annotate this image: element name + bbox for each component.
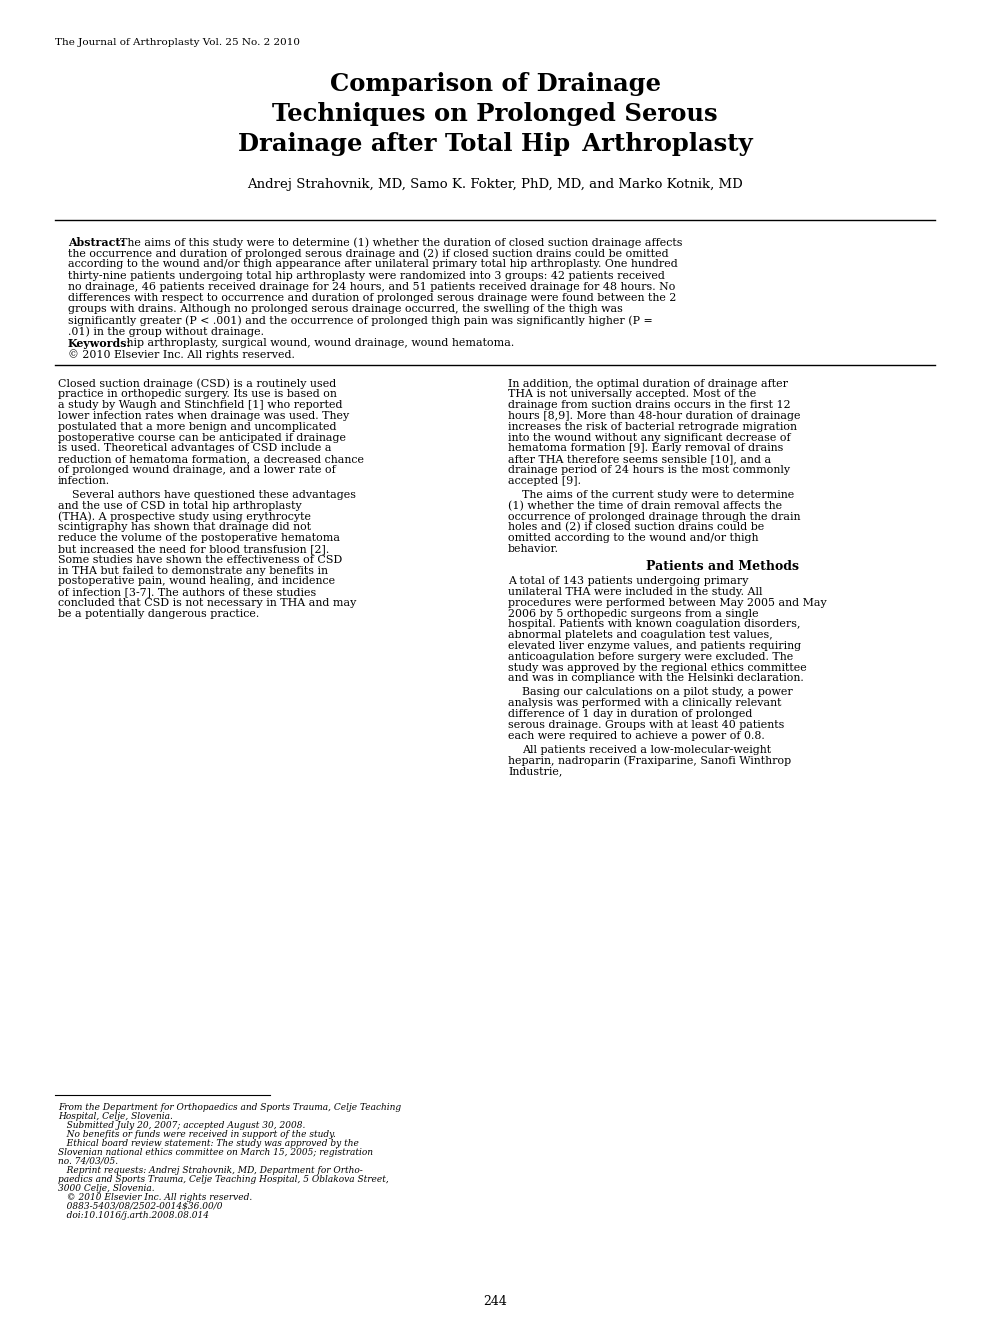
Text: All patients received a low-molecular-weight: All patients received a low-molecular-we… [522, 744, 771, 755]
Text: difference of 1 day in duration of prolonged: difference of 1 day in duration of prolo… [508, 709, 752, 719]
Text: .01) in the group without drainage.: .01) in the group without drainage. [68, 326, 264, 337]
Text: © 2010 Elsevier Inc. All rights reserved.: © 2010 Elsevier Inc. All rights reserved… [58, 1193, 252, 1203]
Text: practice in orthopedic surgery. Its use is based on: practice in orthopedic surgery. Its use … [58, 389, 337, 400]
Text: A total of 143 patients undergoing primary: A total of 143 patients undergoing prima… [508, 576, 748, 586]
Text: drainage from suction drains occurs in the first 12: drainage from suction drains occurs in t… [508, 400, 791, 411]
Text: From the Department for Orthopaedics and Sports Trauma, Celje Teaching: From the Department for Orthopaedics and… [58, 1104, 401, 1111]
Text: THA is not universally accepted. Most of the: THA is not universally accepted. Most of… [508, 389, 756, 400]
Text: doi:10.1016/j.arth.2008.08.014: doi:10.1016/j.arth.2008.08.014 [58, 1210, 209, 1220]
Text: Several authors have questioned these advantages: Several authors have questioned these ad… [72, 490, 356, 500]
Text: and was in compliance with the Helsinki declaration.: and was in compliance with the Helsinki … [508, 673, 804, 684]
Text: holes and (2) if closed suction drains could be: holes and (2) if closed suction drains c… [508, 523, 764, 533]
Text: a study by Waugh and Stinchfield [1] who reported: a study by Waugh and Stinchfield [1] who… [58, 400, 343, 411]
Text: infection.: infection. [58, 477, 110, 486]
Text: paedics and Sports Trauma, Celje Teaching Hospital, 5 Oblakova Street,: paedics and Sports Trauma, Celje Teachin… [58, 1175, 389, 1184]
Text: Patients and Methods: Patients and Methods [646, 560, 800, 573]
Text: procedures were performed between May 2005 and May: procedures were performed between May 20… [508, 598, 827, 607]
Text: significantly greater (P < .001) and the occurrence of prolonged thigh pain was : significantly greater (P < .001) and the… [68, 315, 652, 326]
Text: Slovenian national ethics committee on March 15, 2005; registration: Slovenian national ethics committee on M… [58, 1148, 373, 1158]
Text: 3000 Celje, Slovenia.: 3000 Celje, Slovenia. [58, 1184, 154, 1193]
Text: Industrie,: Industrie, [508, 766, 562, 776]
Text: postoperative pain, wound healing, and incidence: postoperative pain, wound healing, and i… [58, 577, 336, 586]
Text: Andrej Strahovnik, MD, Samo K. Fokter, PhD, MD, and Marko Kotnik, MD: Andrej Strahovnik, MD, Samo K. Fokter, P… [248, 178, 742, 191]
Text: hospital. Patients with known coagulation disorders,: hospital. Patients with known coagulatio… [508, 619, 801, 630]
Text: reduce the volume of the postoperative hematoma: reduce the volume of the postoperative h… [58, 533, 340, 543]
Text: Abstract:: Abstract: [68, 238, 125, 248]
Text: © 2010 Elsevier Inc. All rights reserved.: © 2010 Elsevier Inc. All rights reserved… [68, 348, 295, 360]
Text: drainage period of 24 hours is the most commonly: drainage period of 24 hours is the most … [508, 465, 790, 475]
Text: differences with respect to occurrence and duration of prolonged serous drainage: differences with respect to occurrence a… [68, 293, 676, 304]
Text: Closed suction drainage (CSD) is a routinely used: Closed suction drainage (CSD) is a routi… [58, 379, 337, 389]
Text: 0883-5403/08/2502-0014$36.00/0: 0883-5403/08/2502-0014$36.00/0 [58, 1203, 223, 1210]
Text: Some studies have shown the effectiveness of CSD: Some studies have shown the effectivenes… [58, 554, 343, 565]
Text: Comparison of Drainage: Comparison of Drainage [330, 73, 660, 96]
Text: 2006 by 5 orthopedic surgeons from a single: 2006 by 5 orthopedic surgeons from a sin… [508, 609, 758, 619]
Text: No benefits or funds were received in support of the study.: No benefits or funds were received in su… [58, 1130, 336, 1139]
Text: increases the risk of bacterial retrograde migration: increases the risk of bacterial retrogra… [508, 422, 797, 432]
Text: 244: 244 [483, 1295, 507, 1308]
Text: heparin, nadroparin (Fraxiparine, Sanofi Winthrop: heparin, nadroparin (Fraxiparine, Sanofi… [508, 755, 791, 766]
Text: The aims of this study were to determine (1) whether the duration of closed suct: The aims of this study were to determine… [120, 238, 682, 248]
Text: hours [8,9]. More than 48-hour duration of drainage: hours [8,9]. More than 48-hour duration … [508, 411, 801, 421]
Text: lower infection rates when drainage was used. They: lower infection rates when drainage was … [58, 411, 349, 421]
Text: Basing our calculations on a pilot study, a power: Basing our calculations on a pilot study… [522, 688, 793, 697]
Text: The Journal of Arthroplasty Vol. 25 No. 2 2010: The Journal of Arthroplasty Vol. 25 No. … [55, 38, 300, 48]
Text: but increased the need for blood transfusion [2].: but increased the need for blood transfu… [58, 544, 330, 554]
Text: Hospital, Celje, Slovenia.: Hospital, Celje, Slovenia. [58, 1111, 173, 1121]
Text: reduction of hematoma formation, a decreased chance: reduction of hematoma formation, a decre… [58, 454, 364, 465]
Text: into the wound without any significant decrease of: into the wound without any significant d… [508, 433, 791, 442]
Text: no drainage, 46 patients received drainage for 24 hours, and 51 patients receive: no drainage, 46 patients received draina… [68, 281, 675, 292]
Text: abnormal platelets and coagulation test values,: abnormal platelets and coagulation test … [508, 630, 773, 640]
Text: Techniques on Prolonged Serous: Techniques on Prolonged Serous [272, 102, 718, 125]
Text: (THA). A prospective study using erythrocyte: (THA). A prospective study using erythro… [58, 512, 311, 523]
Text: Ethical board review statement: The study was approved by the: Ethical board review statement: The stud… [58, 1139, 358, 1148]
Text: postoperative course can be anticipated if drainage: postoperative course can be anticipated … [58, 433, 346, 442]
Text: concluded that CSD is not necessary in THA and may: concluded that CSD is not necessary in T… [58, 598, 356, 609]
Text: In addition, the optimal duration of drainage after: In addition, the optimal duration of dra… [508, 379, 788, 388]
Text: and the use of CSD in total hip arthroplasty: and the use of CSD in total hip arthropl… [58, 500, 302, 511]
Text: be a potentially dangerous practice.: be a potentially dangerous practice. [58, 609, 259, 619]
Text: hip arthroplasty, surgical wound, wound drainage, wound hematoma.: hip arthroplasty, surgical wound, wound … [123, 338, 514, 347]
Text: accepted [9].: accepted [9]. [508, 477, 581, 486]
Text: no. 74/03/05.: no. 74/03/05. [58, 1158, 118, 1166]
Text: study was approved by the regional ethics committee: study was approved by the regional ethic… [508, 663, 807, 672]
Text: hematoma formation [9]. Early removal of drains: hematoma formation [9]. Early removal of… [508, 444, 783, 454]
Text: groups with drains. Although no prolonged serous drainage occurred, the swelling: groups with drains. Although no prolonge… [68, 304, 623, 314]
Text: unilateral THA were included in the study. All: unilateral THA were included in the stud… [508, 587, 762, 597]
Text: occurrence of prolonged drainage through the drain: occurrence of prolonged drainage through… [508, 512, 801, 521]
Text: after THA therefore seems sensible [10], and a: after THA therefore seems sensible [10],… [508, 454, 771, 465]
Text: is used. Theoretical advantages of CSD include a: is used. Theoretical advantages of CSD i… [58, 444, 332, 454]
Text: serous drainage. Groups with at least 40 patients: serous drainage. Groups with at least 40… [508, 719, 784, 730]
Text: anticoagulation before surgery were excluded. The: anticoagulation before surgery were excl… [508, 652, 793, 661]
Text: behavior.: behavior. [508, 544, 559, 554]
Text: of prolonged wound drainage, and a lower rate of: of prolonged wound drainage, and a lower… [58, 465, 336, 475]
Text: elevated liver enzyme values, and patients requiring: elevated liver enzyme values, and patien… [508, 642, 801, 651]
Text: (1) whether the time of drain removal affects the: (1) whether the time of drain removal af… [508, 500, 782, 511]
Text: Keywords:: Keywords: [68, 338, 132, 348]
Text: postulated that a more benign and uncomplicated: postulated that a more benign and uncomp… [58, 422, 337, 432]
Text: Reprint requests: Andrej Strahovnik, MD, Department for Ortho-: Reprint requests: Andrej Strahovnik, MD,… [58, 1166, 362, 1175]
Text: in THA but failed to demonstrate any benefits in: in THA but failed to demonstrate any ben… [58, 565, 328, 576]
Text: analysis was performed with a clinically relevant: analysis was performed with a clinically… [508, 698, 781, 708]
Text: omitted according to the wound and/or thigh: omitted according to the wound and/or th… [508, 533, 758, 543]
Text: each were required to achieve a power of 0.8.: each were required to achieve a power of… [508, 730, 764, 741]
Text: Submitted July 20, 2007; accepted August 30, 2008.: Submitted July 20, 2007; accepted August… [58, 1121, 305, 1130]
Text: the occurrence and duration of prolonged serous drainage and (2) if closed sucti: the occurrence and duration of prolonged… [68, 248, 668, 259]
Text: thirty-nine patients undergoing total hip arthroplasty were randomized into 3 gr: thirty-nine patients undergoing total hi… [68, 271, 665, 281]
Text: according to the wound and/or thigh appearance after unilateral primary total hi: according to the wound and/or thigh appe… [68, 260, 678, 269]
Text: scintigraphy has shown that drainage did not: scintigraphy has shown that drainage did… [58, 523, 311, 532]
Text: Drainage after Total Hip Arthroplasty: Drainage after Total Hip Arthroplasty [238, 132, 752, 156]
Text: The aims of the current study were to determine: The aims of the current study were to de… [522, 490, 794, 500]
Text: of infection [3-7]. The authors of these studies: of infection [3-7]. The authors of these… [58, 587, 316, 597]
